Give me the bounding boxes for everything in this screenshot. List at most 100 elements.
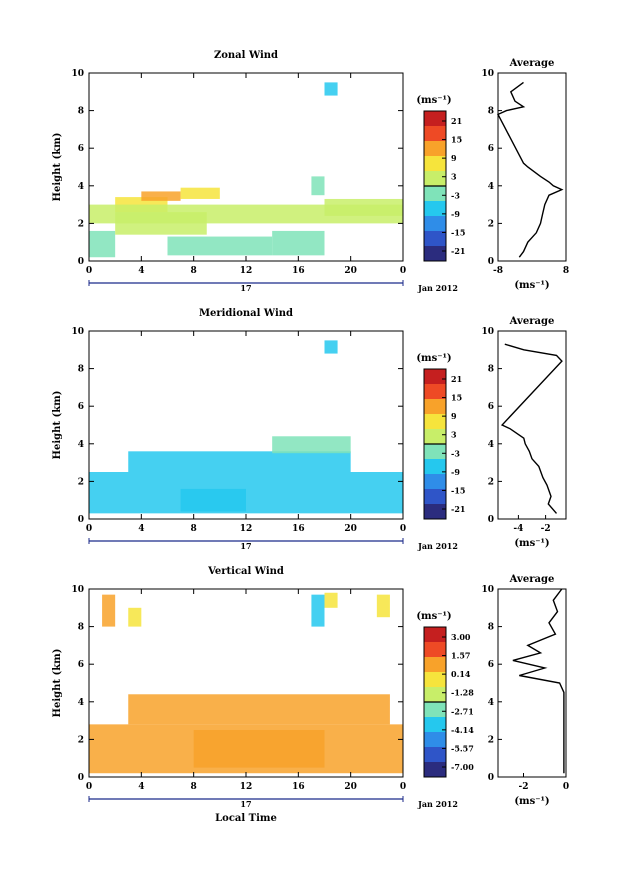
colorbar-unit: (ms⁻¹) [416,611,451,622]
colorbar-segment [424,747,446,763]
colorbar-segment [424,459,446,475]
x-tick-label: 4 [138,524,144,534]
avg-x-tick-label: -8 [493,266,503,276]
colorbar-tick-label: 0.14 [451,669,471,679]
y-tick-label: 0 [78,257,84,267]
colorbar-segment [424,216,446,232]
y-tick-label: 8 [78,107,84,117]
heatmap-cell [180,187,220,199]
avg-y-tick-label: 8 [488,623,494,633]
colorbar-segment [424,126,446,142]
colorbar-tick-label: -9 [451,209,460,219]
heatmap-cell [141,191,181,201]
y-tick-label: 4 [78,182,84,192]
x-tick-label: 0 [400,266,406,276]
colorbar-tick-label: -4.14 [451,725,474,735]
avg-y-tick-label: 0 [488,257,494,267]
y-tick-label: 6 [78,402,84,412]
y-axis-label: Height (km) [52,649,63,718]
colorbar-tick-label: -9 [451,467,460,477]
x-tick-label: 12 [240,524,253,534]
heatmap-cell [193,730,325,768]
heatmap-cell [324,198,403,216]
x-tick-label: 0 [400,782,406,792]
avg-y-tick-label: 10 [481,327,494,337]
colorbar-tick-label: 3.00 [451,632,471,642]
panel-1: Meridional Wind 0 2 4 6 8 10 Height (km) 0 4 8 12 16… [52,308,567,551]
colorbar-segment [424,672,446,688]
colorbar-segment [424,717,446,733]
x-tick-label: 8 [191,782,197,792]
colorbar-unit: (ms⁻¹) [416,353,451,364]
heatmap-cell [272,436,351,454]
colorbar-tick-label: 3 [451,172,457,182]
colorbar-segment [424,762,446,778]
average-profile-line [497,81,564,258]
x-tick-label: 8 [191,524,197,534]
colorbar-tick-label: 21 [451,374,462,384]
y-tick-label: 2 [78,477,84,487]
average-profile-line [500,343,563,514]
colorbar-segment [424,474,446,490]
date-day: 17 [240,541,251,551]
average-title: Average [509,58,555,69]
colorbar-tick-label: 15 [451,393,462,403]
x-axis-label: Local Time [215,813,277,824]
avg-y-tick-label: 0 [488,515,494,525]
x-tick-label: 16 [292,266,305,276]
colorbar-tick-label: -15 [451,227,465,237]
x-tick-label: 0 [86,266,92,276]
avg-x-tick-label: -2 [519,782,529,792]
y-tick-label: 0 [78,773,84,783]
x-tick-label: 16 [292,524,305,534]
avg-y-tick-label: 2 [488,735,494,745]
heatmap-cell [180,488,246,512]
avg-y-tick-label: 6 [488,402,494,412]
colorbar-segment [424,246,446,262]
y-tick-label: 10 [71,585,84,595]
x-tick-label: 4 [138,266,144,276]
avg-unit: (ms⁻¹) [514,280,549,291]
y-tick-label: 8 [78,623,84,633]
avg-y-tick-label: 6 [488,660,494,670]
colorbar-tick-label: -21 [451,504,465,514]
colorbar-segment [424,399,446,415]
heatmap-cell [376,594,390,618]
date-label: Jan 2012 [417,799,458,809]
avg-y-tick-label: 4 [488,440,494,450]
colorbar-tick-label: 9 [451,411,457,421]
x-tick-label: 20 [344,524,357,534]
colorbar-segment [424,156,446,172]
x-tick-label: 20 [344,782,357,792]
x-tick-label: 16 [292,782,305,792]
colorbar-segment [424,504,446,520]
avg-y-tick-label: 4 [488,182,494,192]
avg-x-tick-label: -2 [541,524,551,534]
y-tick-label: 0 [78,515,84,525]
avg-y-tick-label: 10 [481,69,494,79]
heatmap-cell [128,694,390,725]
heatmap-cell [128,451,351,472]
colorbar-tick-label: -7.00 [451,762,474,772]
average-frame [497,588,567,778]
average-title: Average [509,574,555,585]
panel-title: Vertical Wind [207,566,284,577]
colorbar-unit: (ms⁻¹) [416,95,451,106]
avg-y-tick-label: 2 [488,477,494,487]
heatmap-cell [324,82,338,96]
colorbar-tick-label: -3 [451,448,460,458]
y-tick-label: 4 [78,440,84,450]
colorbar-tick-label: 9 [451,153,457,163]
y-tick-label: 2 [78,219,84,229]
x-tick-label: 0 [400,524,406,534]
colorbar-tick-label: -15 [451,485,465,495]
date-label: Jan 2012 [417,541,458,551]
avg-y-tick-label: 0 [488,773,494,783]
y-tick-label: 6 [78,144,84,154]
avg-x-tick-label: 0 [563,782,569,792]
colorbar-segment [424,702,446,718]
colorbar-segment [424,171,446,187]
colorbar-segment [424,687,446,703]
x-tick-label: 0 [86,524,92,534]
